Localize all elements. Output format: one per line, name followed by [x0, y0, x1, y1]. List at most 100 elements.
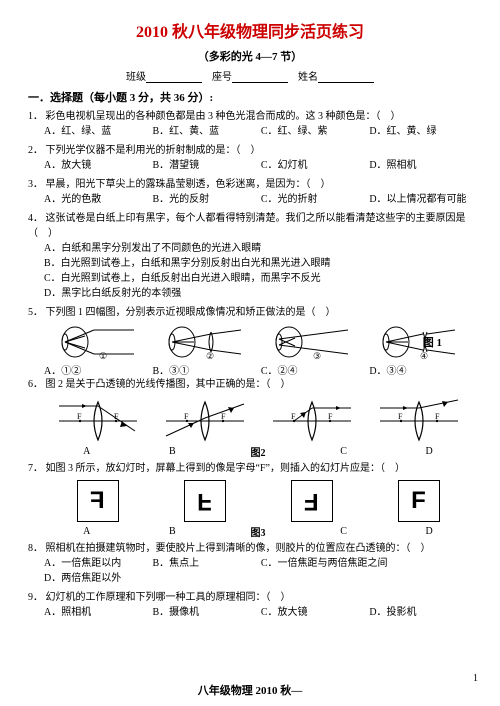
q9-opt-d: D．投影机	[369, 605, 467, 620]
q9-opt-a: A．照相机	[44, 605, 142, 620]
q2-opt-d: D．照相机	[369, 158, 467, 173]
svg-text:F: F	[221, 412, 226, 421]
figure-2-row: F F F F F F	[44, 396, 472, 446]
eye-diagram-2: ②	[166, 324, 244, 360]
svg-text:②: ②	[206, 351, 214, 360]
q2-text: 下列光学仪器不是利用光的折射制成的是：（ ）	[46, 145, 261, 156]
q4-opt-b: B．白光照到试卷上，白纸和黑字分别反射出白光和黑光进入眼睛	[28, 256, 472, 271]
q8-opt-c: C．一倍焦距与两倍焦距之间	[261, 556, 388, 571]
slide-b: F	[184, 480, 226, 522]
lens-diagram-b: F F	[164, 396, 246, 446]
q8-opt-a: A．一倍焦距以内	[44, 556, 142, 571]
q3-opt-c: C．光的折射	[261, 192, 359, 207]
q1-options: A．红、绿、蓝 B．红、黄、蓝 C．红、绿、紫 D．红、黄、绿	[28, 124, 472, 139]
eye-diagram-1: ①	[59, 324, 137, 360]
q5-opt-b: B．③①	[152, 362, 250, 377]
q8-opt-d: D．两倍焦距以外	[44, 571, 142, 586]
q2-num: 2．	[28, 145, 43, 156]
q5-text: 下列图 1 四幅图，分别表示近视眼成像情况和矫正做法的是（ ）	[46, 307, 336, 318]
seat-label: 座号	[212, 72, 232, 83]
slide-d: F	[398, 480, 440, 522]
q5-opt-d: D．③④	[369, 362, 467, 377]
svg-text:①: ①	[99, 351, 107, 360]
question-4: 4． 这张试卷是白纸上印有黑字，每个人都看得特别清楚。我们之所以能看清楚这些字的…	[28, 211, 472, 301]
q8-opt-b: B．焦点上	[152, 556, 250, 571]
q7-label-d: D	[408, 526, 450, 537]
q7-label-c: C	[323, 526, 365, 537]
q9-text: 幻灯机的工作原理和下列哪一种工具的原理相同：（ ）	[46, 592, 291, 603]
q7-text: 如图 3 所示，放幻灯时，屏幕上得到的像是字母“F”，则插入的幻灯片应是：（ ）	[46, 463, 405, 474]
lens-diagram-a: F F	[57, 396, 139, 446]
q4-opt-d: D．黑字比白纸反射光的本领强	[28, 286, 472, 301]
q8-text: 照相机在拍摄建筑物时，要使胶片上得到清晰的像，则胶片的位置应在凸透镜的：（ ）	[46, 543, 431, 554]
svg-text:F: F	[398, 412, 403, 421]
q1-opt-d: D．红、黄、绿	[369, 124, 467, 139]
question-8: 8． 照相机在拍摄建筑物时，要使胶片上得到清晰的像，则胶片的位置应在凸透镜的：（…	[28, 541, 472, 586]
svg-text:③: ③	[313, 351, 321, 360]
svg-text:F: F	[435, 412, 440, 421]
figure-2-caption: 图2	[217, 444, 299, 459]
q4-opt-c: C．白光照到试卷上，白纸反射出白光进入眼睛，而黑字不反光	[28, 271, 472, 286]
q4-opt-a: A．白纸和黑字分别发出了不同颜色的光进入眼睛	[28, 241, 472, 256]
q5-num: 5．	[28, 307, 43, 318]
q3-opt-a: A．光的色散	[44, 192, 142, 207]
question-6: 6． 图 2 是关于凸透镜的光线传播图，其中正确的是：（ ）	[28, 377, 472, 392]
q1-opt-a: A．红、绿、蓝	[44, 124, 142, 139]
eye-diagram-4: ④	[380, 324, 458, 360]
figure-1-row: ① ② ③	[44, 324, 472, 360]
figure-3-row: F F F F	[44, 480, 472, 522]
q5-opt-c: C．②④	[261, 362, 359, 377]
q6-label-d: D	[388, 446, 470, 457]
lens-diagram-c: F F	[271, 396, 353, 446]
slide-c: F	[291, 480, 333, 522]
subtitle: （多彩的光 4—7 节）	[28, 48, 472, 64]
q8-num: 8．	[28, 543, 43, 554]
q6-label-b: B	[131, 446, 213, 457]
q9-num: 9．	[28, 592, 43, 603]
q2-options: A．放大镜 B．潜望镜 C．幻灯机 D．照相机	[28, 158, 472, 173]
q3-text: 早晨，阳光下草尖上的露珠晶莹剔透，色彩迷离，是因为：（ ）	[46, 179, 331, 190]
q1-text: 彩色电视机呈现出的各种颜色都是由 3 种色光混合而成的。这 3 种颜色是：（ ）	[46, 111, 401, 122]
main-title: 2010 秋八年级物理同步活页练习	[28, 18, 472, 42]
q6-label-c: C	[303, 446, 385, 457]
q6-text: 图 2 是关于凸透镜的光线传播图，其中正确的是：（ ）	[46, 379, 291, 390]
svg-text:F: F	[328, 412, 333, 421]
svg-text:④: ④	[420, 351, 428, 360]
q4-num: 4．	[28, 213, 43, 224]
svg-text:F: F	[184, 412, 189, 421]
q5-options: A．①② B．③① C．②④ D．③④	[28, 362, 472, 377]
figure-1-label: 图 1	[423, 334, 442, 350]
question-2: 2． 下列光学仪器不是利用光的折射制成的是：（ ） A．放大镜 B．潜望镜 C．…	[28, 143, 472, 173]
slide-a: F	[77, 480, 119, 522]
figure-3-caption: 图3	[237, 524, 279, 539]
worksheet-page: 2010 秋八年级物理同步活页练习 （多彩的光 4—7 节） 班级 座号 姓名 …	[0, 0, 500, 706]
section-1-heading: 一．选择题（每小题 3 分，共 36 分）:	[28, 89, 472, 105]
question-3: 3． 早晨，阳光下草尖上的露珠晶莹剔透，色彩迷离，是因为：（ ） A．光的色散 …	[28, 177, 472, 207]
class-blank	[146, 72, 202, 83]
q9-options: A．照相机 B．摄像机 C．放大镜 D．投影机	[28, 605, 472, 620]
q5-opt-a: A．①②	[44, 362, 142, 377]
student-info-row: 班级 座号 姓名	[28, 68, 472, 83]
q2-opt-a: A．放大镜	[44, 158, 142, 173]
question-1: 1． 彩色电视机呈现出的各种颜色都是由 3 种色光混合而成的。这 3 种颜色是：…	[28, 109, 472, 139]
q6-label-a: A	[46, 446, 128, 457]
q3-num: 3．	[28, 179, 43, 190]
svg-text:F: F	[77, 412, 82, 421]
q7-label-a: A	[66, 526, 108, 537]
q7-num: 7．	[28, 463, 43, 474]
q3-opt-b: B．光的反射	[152, 192, 250, 207]
q7-label-b: B	[151, 526, 193, 537]
q2-opt-c: C．幻灯机	[261, 158, 359, 173]
q3-opt-d: D．以上情况都有可能	[369, 192, 467, 207]
q6-num: 6．	[28, 379, 43, 390]
question-9: 9． 幻灯机的工作原理和下列哪一种工具的原理相同：（ ） A．照相机 B．摄像机…	[28, 590, 472, 620]
name-label: 姓名	[298, 72, 318, 83]
eye-diagram-3: ③	[273, 324, 351, 360]
q2-opt-b: B．潜望镜	[152, 158, 250, 173]
figure-2-labels: A B 图2 C D	[44, 444, 472, 459]
q8-options: A．一倍焦距以内 B．焦点上 C．一倍焦距与两倍焦距之间 D．两倍焦距以外	[28, 556, 472, 586]
q1-opt-c: C．红、绿、紫	[261, 124, 359, 139]
q1-opt-b: B．红、黄、蓝	[152, 124, 250, 139]
figure-3-labels: A B 图3 C D	[44, 524, 472, 539]
class-label: 班级	[126, 72, 146, 83]
